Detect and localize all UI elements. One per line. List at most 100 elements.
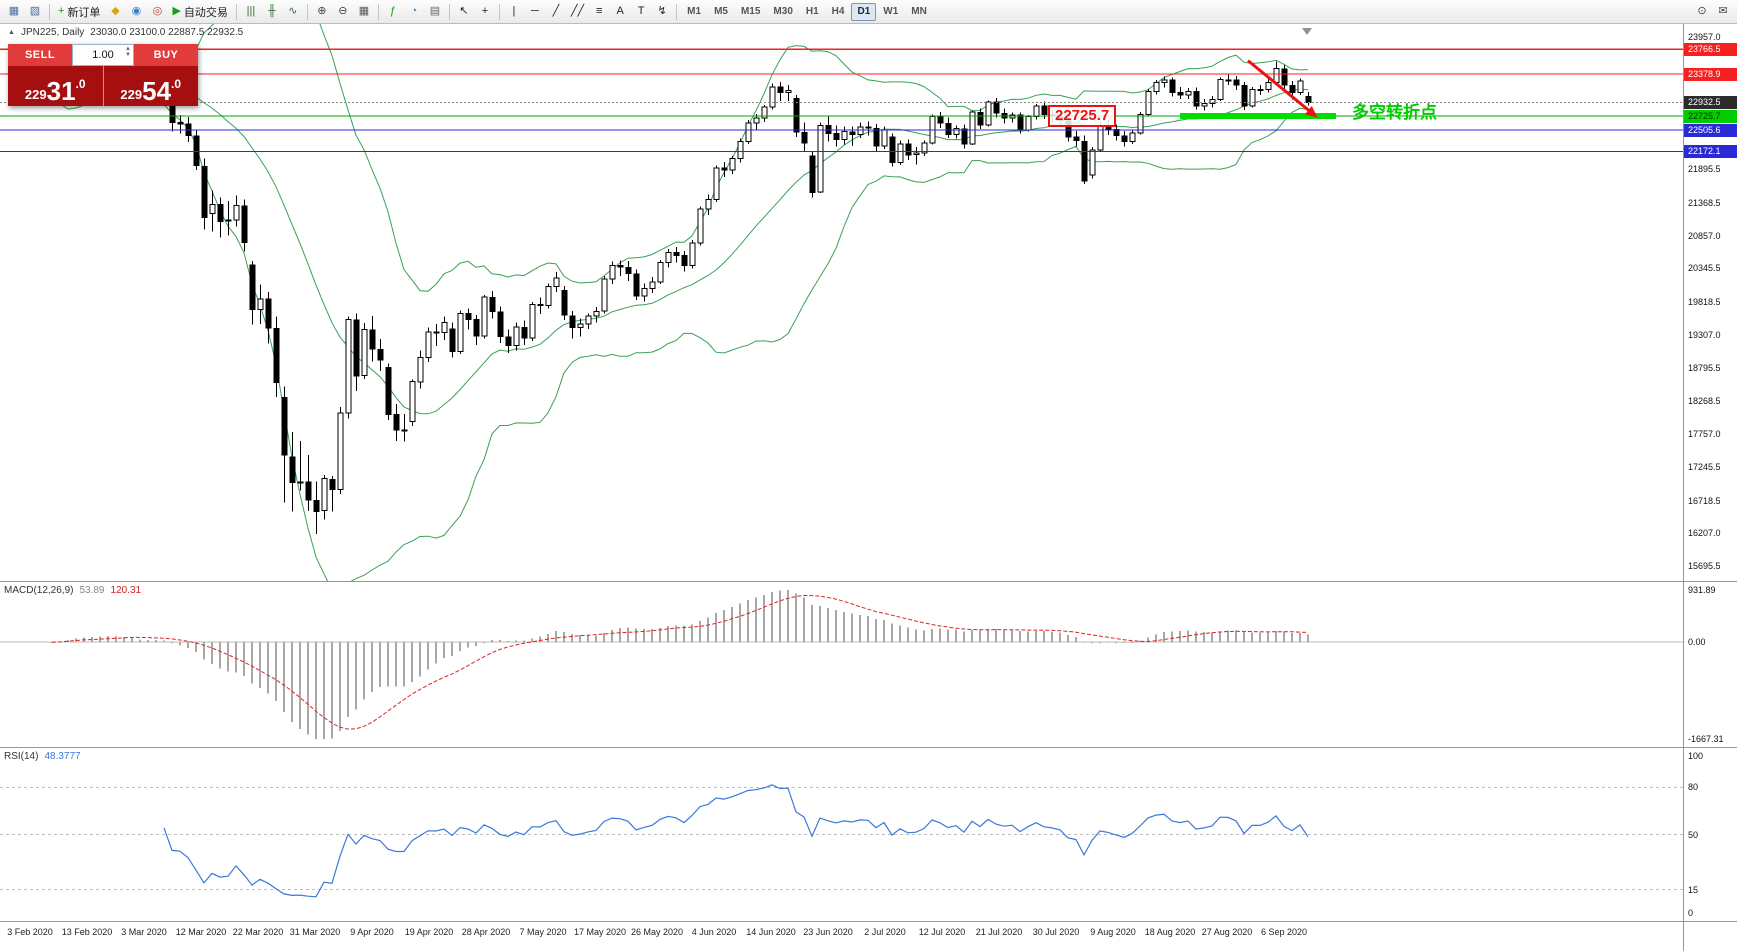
- chart-profiles-icon[interactable]: ▧: [25, 2, 45, 22]
- sell-button[interactable]: SELL: [8, 44, 72, 66]
- buy-button[interactable]: BUY: [134, 44, 198, 66]
- rsi-canvas[interactable]: [0, 748, 1683, 921]
- toolbar-separator: [377, 3, 379, 20]
- candlestick-chart-icon[interactable]: ╫: [262, 2, 282, 22]
- text-icon-glyph: A: [616, 5, 624, 17]
- macd-axis-label: 931.89: [1688, 585, 1716, 595]
- channel-icon[interactable]: ╱╱: [567, 2, 588, 22]
- date-axis-label: 3 Mar 2020: [121, 927, 167, 937]
- cursor-icon[interactable]: ↖: [454, 2, 474, 22]
- price-axis-label: 17757.0: [1688, 429, 1721, 440]
- horizontal-line-icon[interactable]: ─: [525, 2, 545, 22]
- macd-canvas[interactable]: [0, 582, 1683, 747]
- text-icon[interactable]: A: [610, 2, 630, 22]
- zoom-in-icon[interactable]: ⊕: [312, 2, 332, 22]
- new-order-button[interactable]: + 新订单: [54, 2, 104, 22]
- search-icon[interactable]: ⊙: [1692, 2, 1712, 22]
- date-axis-label: 14 Jun 2020: [746, 927, 796, 937]
- community-icon[interactable]: ◉: [126, 2, 146, 22]
- price-chart-canvas[interactable]: [0, 24, 1683, 581]
- symbol-icon: ▲: [8, 29, 15, 36]
- bar-chart-icon[interactable]: |||: [241, 2, 261, 22]
- volume-value: 1.00: [92, 49, 114, 61]
- date-axis-label: 23 Jun 2020: [803, 927, 853, 937]
- label-icon[interactable]: T: [631, 2, 651, 22]
- label-icon-glyph: T: [637, 5, 645, 17]
- timeframe-m5[interactable]: M5: [708, 3, 734, 21]
- date-axis-label: 9 Aug 2020: [1090, 927, 1136, 937]
- volume-input[interactable]: 1.00 ▲ ▼: [72, 44, 134, 66]
- mql5-wizard-icon[interactable]: ◆: [105, 2, 125, 22]
- buy-price[interactable]: 229 54.0: [102, 66, 199, 106]
- macd-histogram: [51, 590, 1309, 739]
- main-chart-panel[interactable]: ▲ JPN225, Daily 23030.0 23100.0 22887.5 …: [0, 24, 1683, 581]
- date-axis-label: 7 May 2020: [519, 927, 567, 937]
- date-axis-label: 27 Aug 2020: [1201, 927, 1253, 937]
- panel-separator[interactable]: [0, 747, 1737, 748]
- candlesticks: [49, 61, 1312, 534]
- timeframe-d1[interactable]: D1: [851, 2, 877, 21]
- horizontal-price-lines[interactable]: [0, 48, 1683, 152]
- volume-stepper[interactable]: ▲ ▼: [125, 46, 131, 58]
- tile-windows-icon[interactable]: ▦: [354, 2, 374, 22]
- date-axis-label: 19 Apr 2020: [404, 927, 454, 937]
- timeframe-m30[interactable]: M30: [767, 3, 798, 21]
- macd-value: 53.89: [79, 585, 105, 596]
- macd-axis-label: 0.00: [1688, 637, 1706, 648]
- zoom-out-icon[interactable]: ⊖: [333, 2, 353, 22]
- price-line-label: 23378.9: [1684, 67, 1737, 81]
- periods-icon[interactable]: ◔: [404, 2, 424, 22]
- symbol-name: JPN225, Daily: [20, 27, 85, 38]
- fibonacci-icon[interactable]: ≡: [589, 2, 609, 22]
- ideas-icon-glyph: ✉: [1718, 5, 1728, 17]
- timeframe-mn[interactable]: MN: [905, 3, 933, 21]
- date-axis-label: 3 Feb 2020: [7, 927, 53, 937]
- rsi-axis-label: 100: [1688, 751, 1704, 761]
- indicators-icon[interactable]: ƒ: [383, 2, 403, 22]
- periods-icon-glyph: ◔: [410, 5, 418, 17]
- ideas-icon[interactable]: ✉: [1713, 2, 1733, 22]
- arrows-icon[interactable]: ↯: [652, 2, 672, 22]
- support-highlight-bar[interactable]: [1180, 113, 1336, 119]
- autotrading-button[interactable]: ▶ 自动交易: [168, 2, 231, 22]
- price-scale[interactable]: 23957.0 21895.5 21368.5 20857.0 20345.5 19818…: [1683, 24, 1737, 951]
- timeframe-m1[interactable]: M1: [681, 3, 707, 21]
- symbol-ohlc-line: ▲ JPN225, Daily 23030.0 23100.0 22887.5 …: [8, 27, 243, 38]
- date-axis-label: 12 Mar 2020: [175, 927, 227, 937]
- timeframe-h4[interactable]: H4: [826, 3, 851, 21]
- new-order-button-glyph: +: [58, 5, 65, 17]
- sell-price[interactable]: 229 31.0: [8, 66, 103, 106]
- rsi-panel[interactable]: RSI(14) 48.3777: [0, 748, 1683, 921]
- timeframe-w1[interactable]: W1: [877, 3, 904, 21]
- templates-icon[interactable]: ▤: [425, 2, 445, 22]
- vertical-line-icon[interactable]: |: [504, 2, 524, 22]
- bar-chart-icon-glyph: |||: [246, 5, 256, 17]
- price-axis-label: 17245.5: [1688, 461, 1721, 472]
- chart-shift-marker[interactable]: [1302, 28, 1312, 35]
- crosshair-icon[interactable]: +: [475, 2, 495, 22]
- indicators-icon-glyph: ƒ: [389, 5, 396, 17]
- line-chart-icon[interactable]: ∿: [283, 2, 303, 22]
- trendline-icon[interactable]: ╱: [546, 2, 566, 22]
- timeframe-m15[interactable]: M15: [735, 3, 766, 21]
- volume-down-icon[interactable]: ▼: [125, 52, 131, 58]
- volume-up-icon[interactable]: ▲: [125, 46, 131, 52]
- time-scale-separator[interactable]: [0, 921, 1737, 922]
- market-icon[interactable]: ◎: [147, 2, 167, 22]
- price-line-label: 22505.6: [1684, 123, 1737, 137]
- price-callout[interactable]: 22725.7: [1048, 105, 1117, 127]
- candlestick-chart-icon-glyph: ╫: [268, 5, 276, 17]
- search-icon-glyph: ⊙: [1697, 5, 1707, 17]
- new-chart-icon[interactable]: ▦: [4, 2, 24, 22]
- price-axis-label: 23957.0: [1688, 32, 1721, 43]
- price-axis-label: 20345.5: [1688, 263, 1721, 274]
- support-note-label[interactable]: 多空转折点: [1352, 103, 1437, 122]
- timeframe-h1[interactable]: H1: [800, 3, 825, 21]
- panel-separator[interactable]: [0, 581, 1737, 582]
- date-axis-label: 31 Mar 2020: [289, 927, 341, 937]
- line-chart-icon-glyph: ∿: [288, 5, 298, 17]
- time-scale[interactable]: 3 Feb 2020 13 Feb 2020 3 Mar 2020 12 Mar 20…: [0, 922, 1683, 951]
- trend-arrow[interactable]: [1247, 59, 1318, 118]
- macd-panel[interactable]: MACD(12,26,9) 53.89 120.31: [0, 582, 1683, 747]
